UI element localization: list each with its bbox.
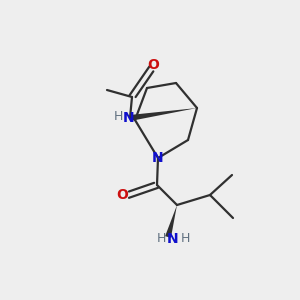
Polygon shape [165,205,177,238]
Text: H: H [180,232,190,245]
Text: N: N [152,151,164,165]
Text: H: H [113,110,123,122]
Text: O: O [147,58,159,72]
Text: H: H [156,232,166,245]
Text: O: O [116,188,128,202]
Text: N: N [123,111,135,125]
Text: N: N [167,232,179,246]
Polygon shape [130,108,197,121]
